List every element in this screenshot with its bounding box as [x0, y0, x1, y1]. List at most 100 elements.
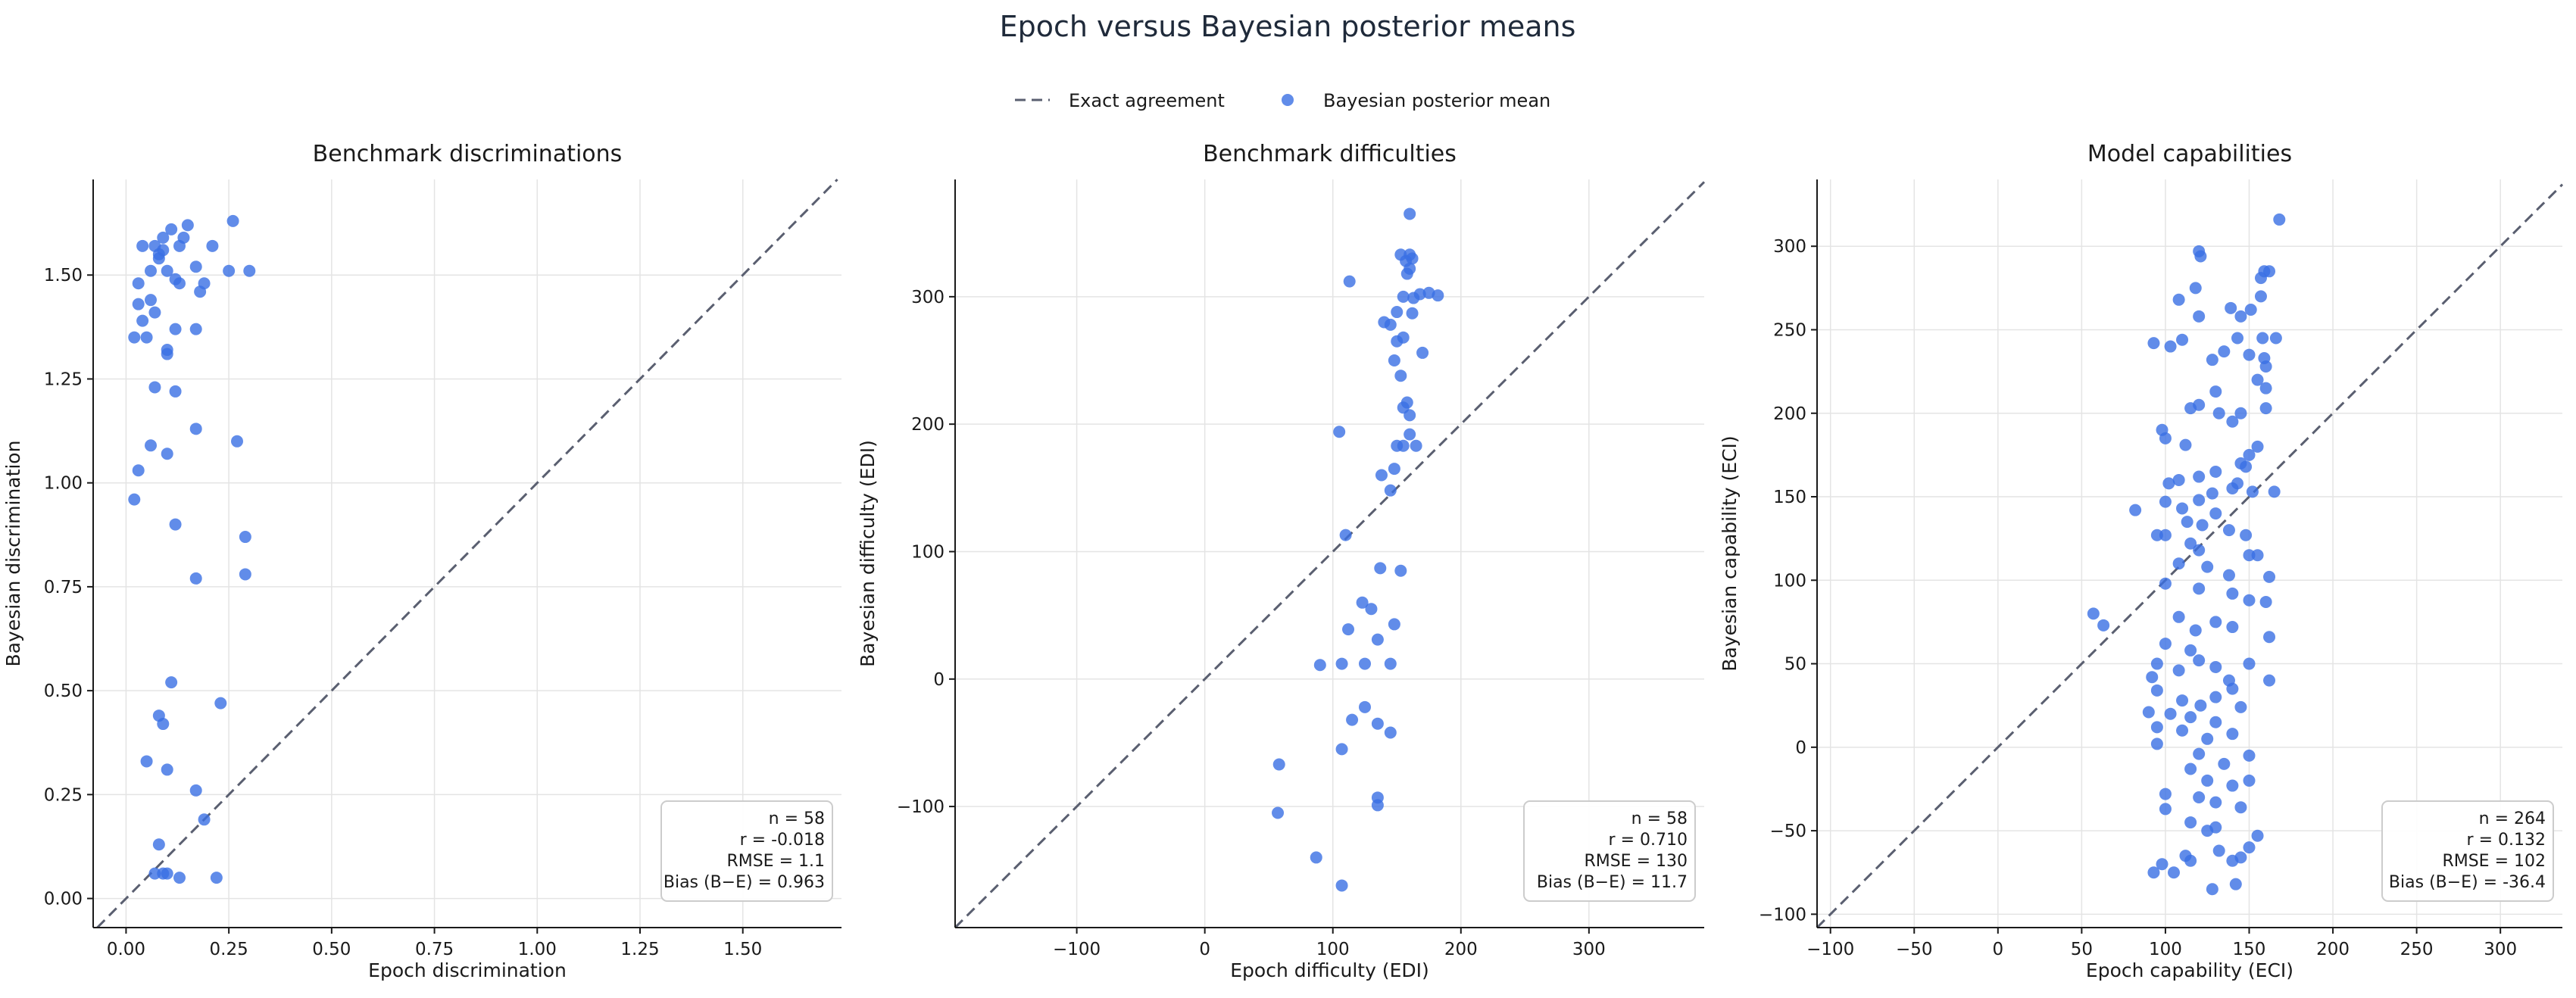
- data-point: [152, 838, 165, 851]
- data-point: [189, 423, 202, 435]
- x-tick-label: 150: [2233, 940, 2266, 959]
- data-point: [161, 264, 173, 277]
- x-tick-label: 300: [1572, 940, 1606, 959]
- data-point: [1394, 564, 1407, 577]
- data-point: [1358, 700, 1371, 713]
- data-point: [132, 298, 145, 310]
- data-point: [2194, 699, 2207, 712]
- y-tick-label: 1.00: [44, 474, 83, 494]
- data-point: [2189, 624, 2202, 637]
- data-point: [2176, 694, 2189, 707]
- data-point: [2259, 382, 2272, 395]
- data-point: [2176, 502, 2189, 515]
- data-point: [1384, 726, 1397, 739]
- y-tick-label: 300: [911, 288, 945, 307]
- data-point: [2212, 844, 2225, 857]
- data-point: [2193, 494, 2206, 507]
- data-point: [189, 260, 202, 273]
- data-point: [1407, 292, 1420, 304]
- y-tick-label: 0: [933, 670, 945, 690]
- data-point: [2251, 829, 2264, 842]
- data-point: [2240, 529, 2253, 541]
- data-point: [1343, 275, 1356, 288]
- data-point: [1375, 469, 1388, 482]
- data-point: [239, 568, 251, 581]
- x-tick-label: 0.75: [415, 940, 454, 959]
- data-point: [2243, 448, 2256, 461]
- stats-box-frame: [1523, 800, 1696, 902]
- x-axis-label: Epoch discrimination: [368, 959, 567, 981]
- data-point: [2243, 549, 2256, 562]
- data-point: [2189, 282, 2202, 295]
- data-point: [231, 435, 243, 448]
- data-point: [1388, 354, 1400, 367]
- stats-bias: Bias (B−E) = 0.963: [664, 873, 825, 892]
- data-point: [2193, 470, 2206, 483]
- stats-rmse: RMSE = 1.1: [726, 852, 825, 871]
- y-tick-label: 0: [1795, 738, 1806, 758]
- data-point: [2273, 213, 2286, 226]
- data-point: [1272, 758, 1285, 771]
- data-point: [189, 572, 202, 585]
- y-tick-label: −100: [1759, 905, 1806, 925]
- data-point: [1404, 428, 1416, 441]
- panel-model-capabilities: Model capabilities Epoch capability (ECI…: [1719, 141, 2564, 981]
- y-tick-label: 0.25: [44, 785, 83, 805]
- data-point: [1272, 806, 1285, 819]
- data-point: [1339, 529, 1352, 541]
- data-point: [2268, 485, 2281, 498]
- data-point: [2193, 582, 2206, 595]
- panel-benchmark-discriminations: Benchmark discriminations Epoch discrimi…: [2, 141, 841, 981]
- chart-marks: −100 −50 0 50 100 150 200 250 300 −100 −50 0 50 100 15…: [1759, 179, 2564, 959]
- x-axis-label: Epoch capability (ECI): [2086, 959, 2293, 981]
- data-point: [1384, 318, 1397, 331]
- data-point: [2226, 854, 2239, 867]
- data-point: [2263, 674, 2276, 687]
- data-point: [2159, 577, 2172, 590]
- data-point: [169, 518, 182, 531]
- stats-box-frame: [660, 800, 833, 902]
- x-tick-label: 0.00: [107, 940, 145, 959]
- data-point: [2147, 337, 2160, 350]
- data-point: [2222, 569, 2235, 582]
- data-point: [2243, 774, 2256, 787]
- data-point: [2201, 825, 2214, 837]
- data-point: [2184, 711, 2197, 724]
- x-tick-label: 200: [2316, 940, 2350, 959]
- stats-n: n = 58: [1631, 809, 1688, 828]
- panel-title: Benchmark difficulties: [1203, 141, 1457, 167]
- x-tick-label: −100: [1806, 940, 1854, 959]
- data-point: [2234, 700, 2247, 713]
- data-point: [2146, 671, 2159, 684]
- data-point: [169, 385, 182, 398]
- data-point: [2196, 519, 2209, 532]
- data-point: [2159, 787, 2172, 800]
- data-point: [2201, 732, 2214, 745]
- data-point: [2167, 866, 2180, 879]
- data-point: [2263, 570, 2276, 583]
- exact-agreement-line: [954, 181, 1706, 929]
- data-point: [2234, 801, 2247, 814]
- data-point: [1365, 603, 1378, 616]
- data-point: [2172, 610, 2185, 623]
- data-point: [2159, 638, 2172, 650]
- data-point: [1391, 306, 1404, 319]
- data-point: [2142, 706, 2155, 719]
- stats-r: r = 0.132: [2467, 831, 2546, 850]
- stats-n: n = 264: [2479, 809, 2546, 828]
- x-tick-label: 1.50: [723, 940, 762, 959]
- data-point: [239, 531, 251, 544]
- data-point: [2159, 529, 2172, 541]
- figure-legend: Exact agreement Bayesian posterior mean: [1015, 90, 1550, 111]
- exact-agreement-line: [1816, 183, 2564, 929]
- data-point: [2184, 402, 2197, 415]
- data-point: [2181, 516, 2194, 529]
- data-point: [2209, 465, 2222, 478]
- stats-n: n = 58: [769, 809, 825, 828]
- data-point: [2234, 310, 2247, 323]
- data-point: [1416, 346, 1429, 359]
- data-point: [1404, 207, 1416, 220]
- data-point: [2176, 333, 2189, 346]
- data-point: [1313, 659, 1326, 672]
- data-point: [2263, 265, 2276, 278]
